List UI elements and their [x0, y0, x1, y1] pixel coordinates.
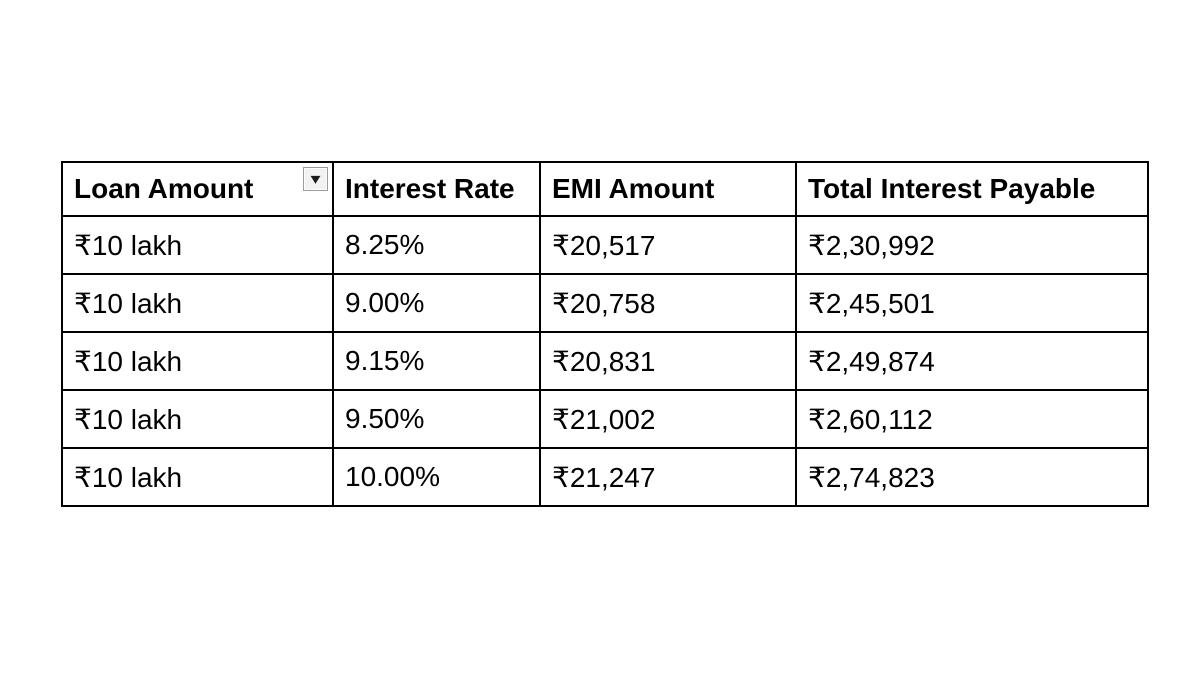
cell-loan-amount: ₹10 lakh	[61, 389, 334, 449]
table-row: ₹10 lakh 9.00% ₹20,758 ₹2,45,501	[61, 273, 1149, 333]
filter-dropdown-icon: ▼	[310, 173, 321, 185]
cell-total-interest: ₹2,60,112	[795, 389, 1149, 449]
cell-interest-rate: 8.25%	[332, 215, 541, 275]
table-row: ₹10 lakh 9.50% ₹21,002 ₹2,60,112	[61, 389, 1149, 449]
cell-emi-amount: ₹21,247	[539, 447, 797, 507]
cell-emi-amount: ₹20,517	[539, 215, 797, 275]
column-header-emi-amount: EMI Amount	[539, 161, 797, 217]
cell-loan-amount: ₹10 lakh	[61, 331, 334, 391]
cell-emi-amount: ₹20,831	[539, 331, 797, 391]
table-row: ₹10 lakh 10.00% ₹21,247 ₹2,74,823	[61, 447, 1149, 507]
cell-interest-rate: 9.00%	[332, 273, 541, 333]
cell-interest-rate: 9.50%	[332, 389, 541, 449]
cell-total-interest: ₹2,45,501	[795, 273, 1149, 333]
filter-dropdown-button[interactable]: ▼	[303, 167, 328, 191]
column-header-label: Loan Amount	[74, 173, 254, 204]
column-header-interest-rate: Interest Rate	[332, 161, 541, 217]
column-header-total-interest-payable: Total Interest Payable	[795, 161, 1149, 217]
cell-emi-amount: ₹21,002	[539, 389, 797, 449]
cell-loan-amount: ₹10 lakh	[61, 215, 334, 275]
cell-interest-rate: 10.00%	[332, 447, 541, 507]
cell-total-interest: ₹2,49,874	[795, 331, 1149, 391]
column-header-loan-amount: Loan Amount ▼	[61, 161, 334, 217]
cell-loan-amount: ₹10 lakh	[61, 273, 334, 333]
cell-total-interest: ₹2,74,823	[795, 447, 1149, 507]
cell-loan-amount: ₹10 lakh	[61, 447, 334, 507]
emi-comparison-table: Loan Amount ▼ Interest Rate EMI Amount T…	[61, 161, 1149, 507]
table-row: ₹10 lakh 9.15% ₹20,831 ₹2,49,874	[61, 331, 1149, 391]
cell-emi-amount: ₹20,758	[539, 273, 797, 333]
cell-interest-rate: 9.15%	[332, 331, 541, 391]
table-row: ₹10 lakh 8.25% ₹20,517 ₹2,30,992	[61, 215, 1149, 275]
table-header-row: Loan Amount ▼ Interest Rate EMI Amount T…	[61, 161, 1149, 217]
cell-total-interest: ₹2,30,992	[795, 215, 1149, 275]
